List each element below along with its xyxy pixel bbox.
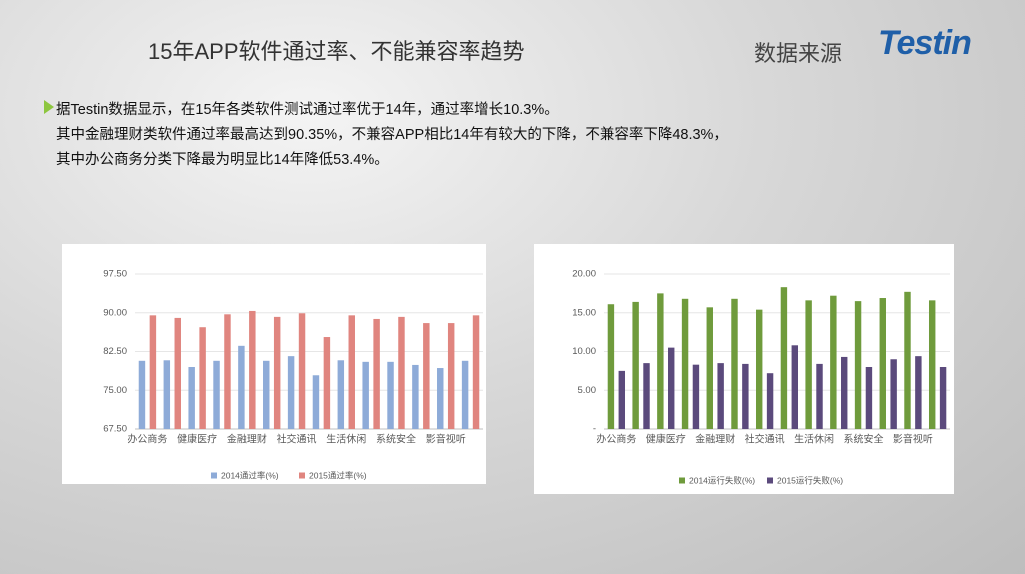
logo: Testin (878, 24, 972, 62)
x-tick-label: 影音视听 (426, 433, 466, 446)
bar (199, 327, 206, 429)
bar (298, 313, 306, 429)
legend-swatch (299, 472, 305, 479)
x-tick-label: 健康医疗 (177, 433, 217, 446)
bar (805, 300, 812, 429)
bar (312, 375, 320, 429)
bar (830, 295, 837, 429)
y-tick-label: 10.00 (572, 346, 596, 357)
x-tick-label: 生活休闲 (326, 433, 366, 446)
bar (373, 318, 380, 429)
bar (263, 360, 270, 429)
bar (323, 337, 331, 429)
bar (841, 356, 848, 429)
y-tick-label: 15.00 (572, 307, 596, 318)
bar (717, 363, 724, 429)
bar (681, 298, 689, 429)
bullet-line: 据Testin数据显示，在15年各类软件测试通过率优于14年，通过率增长10.3… (56, 102, 559, 118)
bar (657, 293, 664, 429)
bar (149, 315, 157, 429)
bar (854, 301, 862, 429)
y-tick-label: 5.00 (578, 385, 597, 396)
bar (915, 356, 922, 429)
bar (273, 316, 281, 429)
x-tick-label: 系统安全 (844, 433, 884, 446)
bar (632, 301, 639, 429)
bar (437, 368, 444, 429)
bar (163, 360, 171, 429)
x-tick-label: 金融理财 (227, 433, 267, 446)
bar (928, 300, 936, 429)
bar (362, 361, 369, 429)
x-tick-label: 办公商务 (127, 433, 167, 446)
bar (213, 360, 220, 429)
bar (337, 360, 345, 429)
bullet-line: 其中金融理财类软件通过率最高达到90.35%，不兼容APP相比14年有较大的下降… (56, 127, 728, 143)
bar (816, 363, 823, 429)
x-tick-label: 生活休闲 (794, 433, 834, 446)
bar (668, 347, 675, 429)
x-tick-label: 影音视听 (893, 433, 933, 446)
bar (692, 364, 700, 429)
bar (939, 367, 947, 429)
bar (890, 359, 897, 429)
bar (904, 291, 911, 429)
bar (780, 287, 788, 429)
bar (348, 315, 355, 429)
legend-label: 2015通过率(%) (309, 470, 367, 480)
bar (791, 345, 799, 429)
y-tick-label: 75.00 (103, 385, 127, 396)
y-tick-label: 67.50 (103, 424, 127, 435)
bar (224, 314, 231, 429)
y-tick-label: 20.00 (572, 269, 596, 280)
x-tick-label: 健康医疗 (646, 433, 686, 446)
bar (607, 304, 615, 429)
legend-swatch (767, 477, 773, 484)
y-tick-label: 97.50 (103, 269, 127, 280)
bar (447, 323, 455, 429)
bar (423, 323, 430, 429)
bar (865, 367, 873, 429)
bar (249, 310, 256, 429)
bar (287, 356, 295, 429)
y-tick-label: - (593, 424, 596, 435)
legend-swatch (211, 472, 217, 479)
bullet-text: 据Testin数据显示，在15年各类软件测试通过率优于14年，通过率增长10.3… (44, 98, 728, 173)
bullet-arrow (44, 100, 54, 114)
legend-label: 2014运行失败(%) (689, 475, 755, 485)
bar (387, 361, 394, 429)
bar (731, 298, 738, 429)
bar (412, 364, 419, 429)
x-tick-label: 社交通讯 (277, 433, 317, 446)
legend-swatch (679, 477, 685, 484)
y-tick-label: 82.50 (103, 346, 127, 357)
y-tick-label: 90.00 (103, 307, 127, 318)
legend-label: 2014通过率(%) (221, 470, 279, 480)
bar (618, 370, 626, 429)
bar (138, 360, 146, 429)
slide-title: 15年APP软件通过率、不能兼容率趋势 (148, 39, 525, 64)
bar (472, 315, 480, 429)
legend-label: 2015运行失败(%) (777, 475, 843, 485)
x-tick-label: 社交通讯 (745, 433, 785, 446)
source-label: 数据来源 (754, 41, 843, 66)
bar (398, 316, 405, 429)
chart: - 5.00 10.00 15.00 20.00 办公商务 健康医疗 金融理财 社交通讯 生活休闲… (534, 244, 954, 494)
bullet-line: 其中办公商务分类下降最为明显比14年降低53.4%。 (56, 152, 389, 168)
bar (174, 317, 181, 429)
bar (461, 360, 469, 429)
bar (706, 307, 713, 429)
x-tick-label: 办公商务 (596, 433, 636, 446)
bar (238, 345, 245, 429)
x-tick-label: 金融理财 (695, 433, 735, 446)
bar (755, 309, 763, 429)
bar (766, 373, 774, 429)
chart: 67.50 75.00 82.50 90.00 97.50 办公商务 健康医疗 金融理财 社交通… (62, 244, 486, 484)
bar (188, 367, 195, 429)
bar (879, 298, 886, 429)
x-tick-label: 系统安全 (376, 433, 416, 446)
bar (643, 363, 650, 429)
bar (742, 363, 749, 429)
